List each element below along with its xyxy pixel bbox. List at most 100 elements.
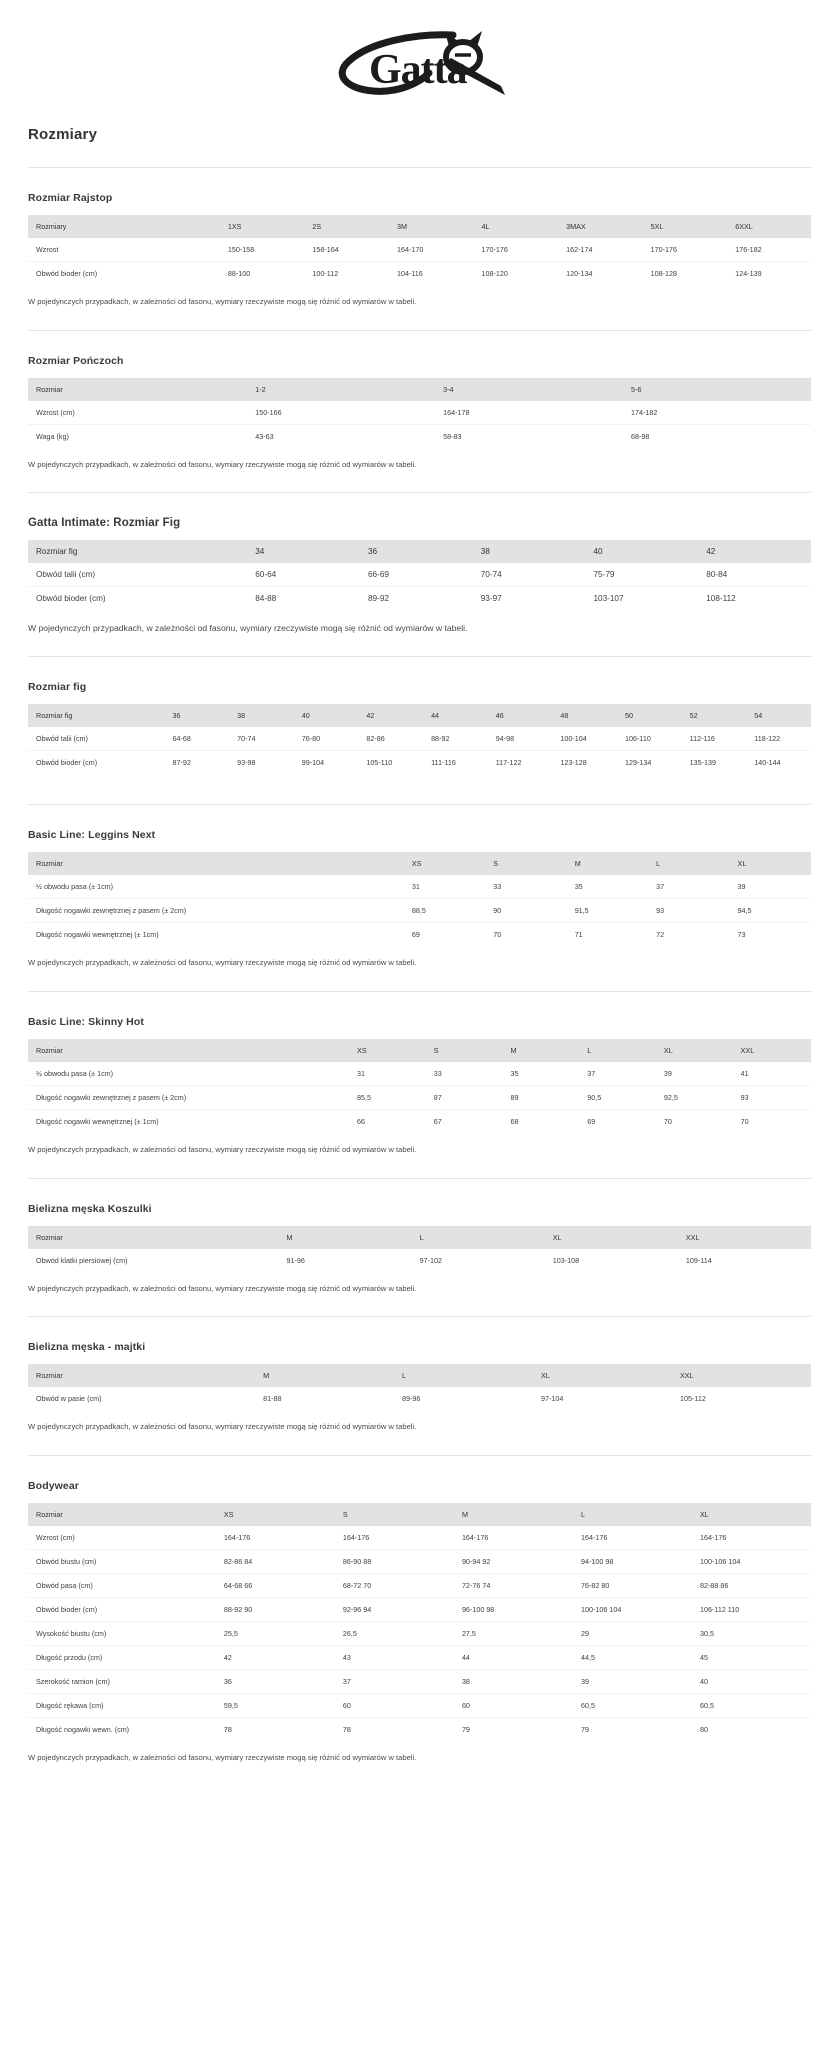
cell: 87	[425, 1085, 503, 1110]
column-header: XL	[533, 1364, 672, 1388]
column-header: XXL	[677, 1225, 811, 1249]
size-table-majtki-meskie: Rozmiar M L XL XXL Obwód w pasie (cm) 81…	[28, 1364, 811, 1411]
cell: 94-98	[487, 727, 553, 752]
section-title: Basic Line: Leggins Next	[28, 829, 156, 842]
table-row: Długość przodu (cm) 42 43 44 44,5 45	[28, 1645, 811, 1670]
cell: 108-112	[698, 586, 811, 611]
column-header: 40	[585, 540, 699, 564]
column-header: 44	[423, 704, 488, 728]
cell: 106-112 110	[691, 1597, 811, 1622]
row-label: ½ obwodu pasa (± 1cm)	[28, 1061, 350, 1086]
section-title: Basic Line: Skinny Hot	[28, 1015, 144, 1028]
row-label: Długość nogawki zewnętrznej z pasem (± 2…	[28, 898, 404, 924]
column-header: Rozmiar	[28, 1038, 350, 1062]
size-table-fig: Rozmiar fig 36 38 40 42 44 46 48 50 52 5…	[28, 704, 811, 775]
cell: 111-116	[423, 750, 488, 775]
table-row: Długość nogawki wewnętrznej (± 1cm) 66 6…	[28, 1109, 811, 1133]
cell: 76-80	[293, 727, 359, 752]
column-header: S	[425, 1038, 503, 1062]
cell: 82-88 86	[691, 1573, 811, 1598]
size-chart-page: Gatta Rozmiary Rozmiar Rajstop Rozmiary …	[0, 31, 839, 1762]
cell: 150-158	[219, 238, 305, 262]
cell: 25,5	[215, 1621, 335, 1646]
cell: 164-178	[435, 400, 624, 425]
cell: 120-134	[558, 261, 643, 285]
cell: 164-176	[691, 1525, 811, 1550]
row-label: Długość nogawki zewnętrznej z pasem (± 2…	[28, 1085, 350, 1110]
row-label: Waga (kg)	[28, 424, 248, 448]
column-header: Rozmiar fig	[28, 540, 248, 564]
column-header: XS	[349, 1038, 426, 1062]
gatta-cat-logo-icon: Gatta	[338, 31, 505, 95]
section-skinny-hot: Basic Line: Skinny Hot Rozmiar XS S M L …	[0, 1016, 839, 1156]
table-row: Długość rękawa (cm) 59,5 60 60 60,5 60,5	[28, 1693, 811, 1718]
cell: 170-176	[473, 238, 559, 262]
table-header-row: Rozmiar M L XL XXL	[28, 1364, 811, 1388]
section-divider	[28, 329, 811, 331]
section-ponczochy: Rozmiar Pończoch Rozmiar 1-2 3-4 5-6 Wzr…	[0, 355, 839, 471]
size-table-intimate-fig: Rozmiar fig 34 36 38 40 42 Obwód talii (…	[28, 540, 811, 611]
column-header: 3-4	[435, 377, 624, 401]
cell: 26,5	[334, 1621, 454, 1646]
cell: 39	[729, 875, 811, 900]
table-row: Obwód bioder (cm) 84-88 89-92 93-97 103-…	[28, 586, 811, 611]
table-row: Obwód w pasie (cm) 81-88 89-96 97-104 10…	[28, 1387, 811, 1411]
row-label: ½ obwodu pasa (± 1cm)	[28, 875, 404, 900]
cell: 31	[403, 875, 486, 900]
cell: 97-104	[533, 1387, 672, 1411]
cell: 89-96	[394, 1387, 534, 1411]
cell: 43	[334, 1645, 454, 1670]
cell: 93	[648, 898, 730, 924]
cell: 58-83	[435, 424, 624, 448]
row-label: Długość rękawa (cm)	[28, 1693, 216, 1718]
cell: 164-176	[572, 1525, 692, 1550]
column-header: L	[572, 1502, 692, 1526]
column-header: XS	[215, 1502, 335, 1526]
section-title: Gatta Intimate: Rozmiar Fig	[28, 517, 181, 530]
column-header: 38	[472, 540, 586, 564]
column-header: L	[579, 1038, 656, 1062]
section-divider	[28, 804, 811, 806]
cell: 85,5	[349, 1085, 426, 1110]
cell: 41	[732, 1061, 811, 1086]
row-label: Długość nogawki wewnętrznej (± 1cm)	[28, 1109, 350, 1133]
section-intimate-fig: Gatta Intimate: Rozmiar Fig Rozmiar fig …	[0, 517, 839, 634]
column-header: XL	[691, 1502, 811, 1526]
cell: 64-68	[164, 727, 230, 752]
row-label: Wysokość biustu (cm)	[28, 1621, 216, 1646]
column-header: 46	[487, 704, 553, 728]
column-header: 1XS	[219, 215, 305, 238]
cell: 33	[485, 875, 567, 900]
cell: 68	[502, 1109, 580, 1133]
cell: 64-68 66	[215, 1573, 335, 1598]
column-header: L	[411, 1225, 545, 1249]
column-header: M	[453, 1502, 573, 1526]
cell: 164-176	[453, 1525, 573, 1550]
table-header-row: Rozmiary 1XS 2S 3M 4L 3MAX 5XL 6XXL	[28, 215, 811, 238]
cell: 162-174	[558, 238, 643, 262]
row-label: Obwód bioder (cm)	[28, 586, 248, 611]
cell: 42	[215, 1645, 335, 1670]
cell: 176-182	[727, 238, 811, 262]
column-header: 42	[358, 704, 424, 728]
cell: 59,5	[215, 1693, 335, 1718]
section-title: Rozmiar Rajstop	[28, 192, 113, 204]
cell: 44	[453, 1645, 573, 1670]
table-header-row: Rozmiar fig 36 38 40 42 44 46 48 50 52 5…	[28, 704, 811, 728]
column-header: Rozmiar	[28, 1502, 216, 1526]
cell: 68-72 70	[334, 1573, 454, 1598]
size-table-koszulki-meskie: Rozmiar M L XL XXL Obwód klatki piersiow…	[28, 1225, 811, 1272]
column-header: M	[278, 1225, 412, 1249]
table-row: Obwód pasa (cm) 64-68 66 68-72 70 72-76 …	[28, 1573, 811, 1598]
column-header: 2S	[304, 215, 389, 238]
column-header: 3MAX	[558, 215, 643, 238]
row-label: Obwód bioder (cm)	[28, 261, 220, 285]
cell: 72-76 74	[453, 1573, 573, 1598]
section-leggins-next: Basic Line: Leggins Next Rozmiar XS S M …	[0, 829, 839, 969]
cell: 70	[732, 1109, 811, 1133]
section-title: Bodywear	[28, 1479, 79, 1492]
column-header: 4L	[473, 215, 559, 238]
cell: 35	[502, 1061, 580, 1086]
row-label: Obwód bioder (cm)	[28, 1597, 216, 1622]
table-note: W pojedynczych przypadkach, w zależności…	[28, 1144, 417, 1154]
